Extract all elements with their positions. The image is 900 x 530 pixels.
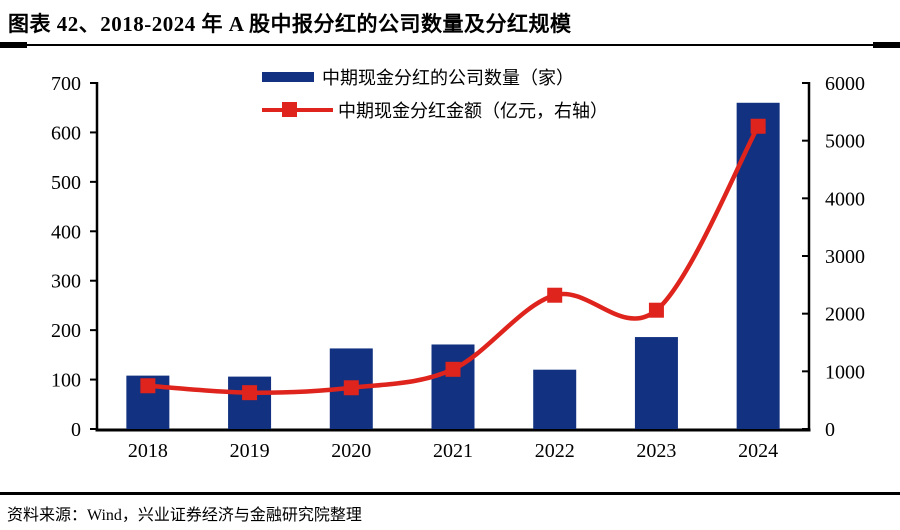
divider-end-left [0, 42, 27, 48]
chart-legend: 中期现金分红的公司数量（家） 中期现金分红金额（亿元，右轴） [262, 67, 608, 121]
x-axis-label-2021: 2021 [433, 440, 473, 462]
x-axis-label-2022: 2022 [535, 440, 575, 462]
left-axis-tick-label: 700 [51, 73, 81, 95]
line-marker-2023 [648, 302, 664, 318]
right-axis-tick-label: 6000 [825, 73, 865, 95]
line-marker-2022 [547, 287, 563, 303]
source-note: 资料来源：Wind，兴业证券经济与金融研究院整理 [7, 507, 362, 524]
footer-divider [0, 492, 900, 495]
line-marker-2021 [445, 361, 461, 377]
x-axis-label-2019: 2019 [230, 440, 270, 462]
bar-2022 [533, 369, 577, 429]
line-series-swatch [262, 102, 333, 118]
right-axis-tick-label: 0 [825, 419, 835, 441]
left-axis-tick-label: 200 [51, 320, 81, 342]
left-axis-tick-label: 300 [51, 271, 81, 293]
line-marker-2024 [750, 118, 766, 134]
right-axis-tick-label: 5000 [825, 131, 865, 153]
x-axis-label-2018: 2018 [128, 440, 168, 462]
left-axis-tick-label: 100 [51, 370, 81, 392]
right-axis-tick-label: 4000 [825, 188, 865, 210]
x-axis-label-2020: 2020 [331, 440, 371, 462]
right-axis-tick-label: 3000 [825, 246, 865, 268]
right-axis-tick-label: 2000 [825, 304, 865, 326]
divider-end-right [873, 42, 900, 48]
x-axis-label-2023: 2023 [636, 440, 676, 462]
title-divider [0, 42, 900, 48]
line-marker-2018 [140, 378, 156, 394]
x-axis-label-2024: 2024 [738, 440, 778, 462]
bar-2019 [228, 376, 272, 429]
line-swatch-stroke [262, 108, 333, 112]
legend-label-company-count: 中期现金分红的公司数量（家） [322, 68, 574, 88]
bar-2023 [634, 337, 678, 429]
legend-item-dividend-amount: 中期现金分红金额（亿元，右轴） [262, 100, 608, 121]
left-axis-tick-label: 400 [51, 221, 81, 243]
legend-item-company-count: 中期现金分红的公司数量（家） [262, 67, 608, 88]
line-marker-2020 [343, 380, 359, 396]
bar-series-swatch [262, 72, 314, 82]
line-swatch-marker [282, 102, 297, 117]
bar-2021 [431, 344, 475, 429]
bar-2024 [736, 102, 780, 430]
line-marker-2019 [242, 385, 258, 401]
figure-title: 图表 42、2018-2024 年 A 股中报分红的公司数量及分红规模 [8, 12, 572, 36]
left-axis-tick-label: 500 [51, 172, 81, 194]
combo-chart: 0 100 200 300 400 500 600 700 0 1000 2000 3000 4000 5… [51, 73, 865, 462]
left-axis-tick-label: 0 [71, 419, 81, 441]
legend-label-dividend-amount: 中期现金分红金额（亿元，右轴） [338, 101, 608, 121]
right-axis-tick-label: 1000 [825, 361, 865, 383]
left-axis-tick-label: 600 [51, 122, 81, 144]
